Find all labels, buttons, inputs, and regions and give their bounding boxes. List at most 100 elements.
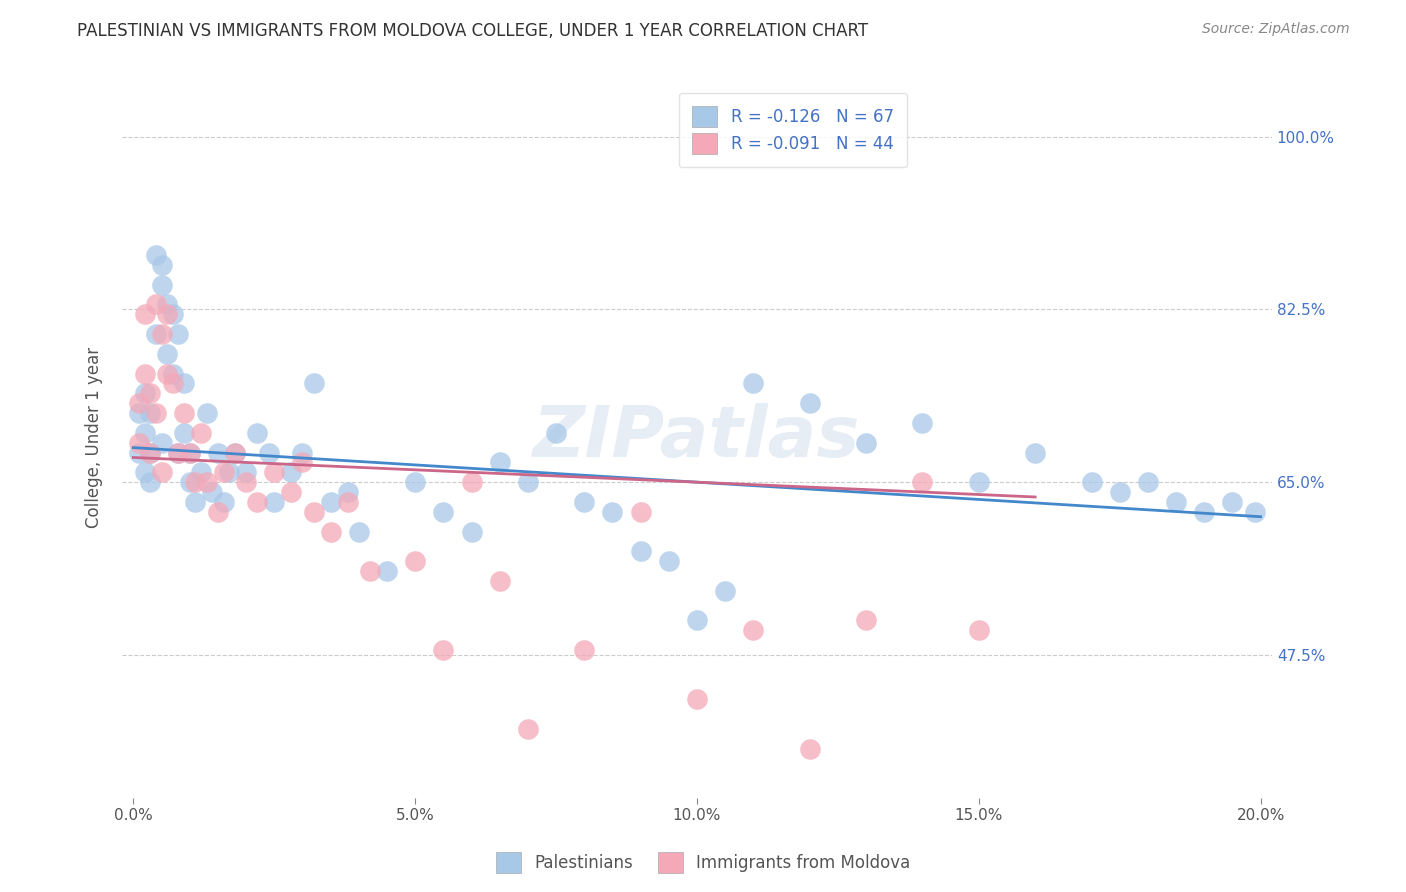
Point: [1194, 505, 1216, 519]
Point: [714, 583, 737, 598]
Point: [1024, 445, 1046, 459]
Point: [967, 624, 990, 638]
Point: [150, 277, 173, 292]
Point: [167, 445, 190, 459]
Point: [150, 435, 173, 450]
Point: [257, 445, 280, 459]
Point: [302, 376, 325, 391]
Point: [574, 495, 596, 509]
Point: [167, 445, 190, 459]
Point: [179, 475, 201, 490]
Point: [375, 564, 398, 578]
Point: [145, 297, 167, 311]
Point: [855, 435, 877, 450]
Point: [1136, 475, 1159, 490]
Point: [359, 564, 381, 578]
Point: [128, 435, 150, 450]
Point: [128, 445, 150, 459]
Point: [1108, 485, 1130, 500]
Point: [516, 475, 538, 490]
Point: [134, 367, 156, 381]
Point: [235, 465, 257, 479]
Legend: R = -0.126   N = 67, R = -0.091   N = 44: R = -0.126 N = 67, R = -0.091 N = 44: [679, 93, 907, 167]
Point: [516, 722, 538, 736]
Point: [190, 465, 212, 479]
Point: [432, 505, 454, 519]
Point: [224, 445, 246, 459]
Point: [173, 376, 195, 391]
Point: [630, 544, 652, 558]
Point: [150, 465, 173, 479]
Point: [319, 524, 342, 539]
Point: [224, 445, 246, 459]
Point: [488, 574, 510, 588]
Point: [156, 297, 179, 311]
Point: [190, 425, 212, 440]
Point: [280, 465, 302, 479]
Point: [212, 465, 235, 479]
Point: [658, 554, 681, 568]
Text: PALESTINIAN VS IMMIGRANTS FROM MOLDOVA COLLEGE, UNDER 1 YEAR CORRELATION CHART: PALESTINIAN VS IMMIGRANTS FROM MOLDOVA C…: [77, 22, 869, 40]
Point: [207, 505, 229, 519]
Point: [134, 386, 156, 401]
Point: [1080, 475, 1102, 490]
Point: [263, 495, 285, 509]
Point: [686, 692, 709, 706]
Point: [488, 455, 510, 469]
Point: [1164, 495, 1187, 509]
Point: [404, 554, 426, 568]
Point: [686, 613, 709, 627]
Point: [460, 524, 482, 539]
Point: [184, 475, 207, 490]
Point: [134, 307, 156, 321]
Point: [235, 475, 257, 490]
Point: [799, 741, 821, 756]
Point: [302, 505, 325, 519]
Point: [139, 386, 162, 401]
Point: [336, 495, 359, 509]
Point: [162, 376, 184, 391]
Point: [139, 475, 162, 490]
Point: [145, 327, 167, 342]
Point: [404, 475, 426, 490]
Point: [742, 624, 765, 638]
Point: [150, 327, 173, 342]
Text: ZIPatlas: ZIPatlas: [533, 403, 860, 472]
Point: [336, 485, 359, 500]
Point: [173, 406, 195, 420]
Point: [246, 425, 269, 440]
Point: [1222, 495, 1244, 509]
Point: [742, 376, 765, 391]
Point: [150, 258, 173, 272]
Point: [139, 445, 162, 459]
Point: [280, 485, 302, 500]
Point: [139, 445, 162, 459]
Y-axis label: College, Under 1 year: College, Under 1 year: [86, 347, 103, 528]
Point: [162, 307, 184, 321]
Point: [156, 367, 179, 381]
Point: [544, 425, 567, 440]
Legend: Palestinians, Immigrants from Moldova: Palestinians, Immigrants from Moldova: [489, 846, 917, 880]
Point: [855, 613, 877, 627]
Point: [173, 425, 195, 440]
Point: [184, 495, 207, 509]
Point: [139, 406, 162, 420]
Point: [128, 396, 150, 410]
Point: [630, 505, 652, 519]
Point: [167, 327, 190, 342]
Point: [263, 465, 285, 479]
Point: [291, 445, 314, 459]
Point: [145, 248, 167, 262]
Point: [179, 445, 201, 459]
Point: [134, 465, 156, 479]
Text: Source: ZipAtlas.com: Source: ZipAtlas.com: [1202, 22, 1350, 37]
Point: [195, 406, 218, 420]
Point: [218, 465, 240, 479]
Point: [156, 347, 179, 361]
Point: [207, 445, 229, 459]
Point: [291, 455, 314, 469]
Point: [145, 406, 167, 420]
Point: [156, 307, 179, 321]
Point: [195, 475, 218, 490]
Point: [911, 475, 934, 490]
